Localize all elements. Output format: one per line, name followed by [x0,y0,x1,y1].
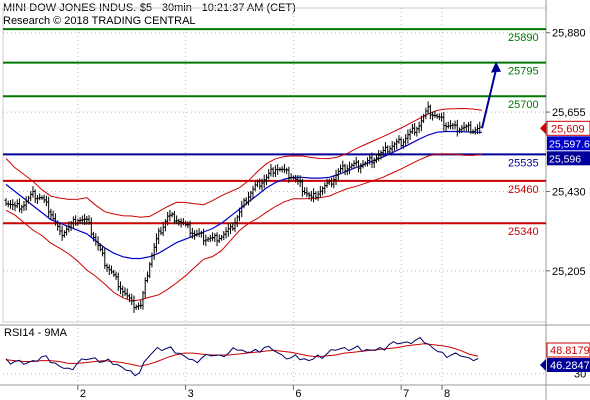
bollinger-lower-line [5,153,483,302]
ma-price-box [547,136,590,151]
y-tick-label: 25,430 [552,186,586,198]
bollinger-upper-line [5,107,483,218]
pivot-price-box [547,151,590,166]
chart-subtitle: Research © 2018 TRADING CENTRAL [3,15,196,27]
level-label-25460: 25460 [508,184,539,196]
rsi-value-box [547,358,590,372]
level-label-25535: 25535 [508,157,539,169]
pivot-price-label: 25,596 [549,153,581,165]
price-bars [4,101,482,313]
main-panel-frame [2,7,547,323]
level-label-25700: 25700 [508,99,539,111]
forecast-arrow-line [481,69,497,129]
y-tick-label: 25,655 [552,107,586,119]
rsi-title: RSI14 - 9MA [4,327,68,339]
rsi-ma-value-label: 48.8179 [550,345,590,357]
rsi-value-label: 46.2847 [550,360,590,372]
rsi-value-pointer [540,359,546,371]
level-label-25795: 25795 [508,66,539,78]
ma-price-label: 25,597.6 [549,138,590,150]
x-tick-label: 6 [295,388,301,400]
current-price-label: 25,609 [551,123,585,135]
y-tick-label: 25,205 [552,266,586,278]
current-price-box [546,120,590,136]
y-tick-label: 25,880 [552,28,586,40]
current-price-pointer [540,122,546,135]
x-tick-label: 3 [188,388,194,400]
x-tick-label: 8 [444,388,450,400]
forecast-arrow-head [491,61,501,73]
level-label-25340: 25340 [508,226,539,238]
x-tick-label: 2 [80,388,86,400]
moving-average-line [5,130,483,260]
rsi-ma-value-box [546,342,590,358]
rsi-line [5,336,479,377]
level-label-25890: 25890 [508,32,539,44]
x-tick-label: 7 [403,388,409,400]
rsi-ma-line [5,343,479,367]
